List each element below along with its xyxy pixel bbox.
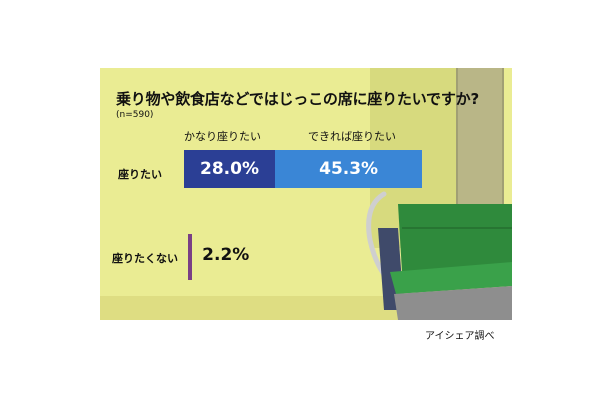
bar-want-if-possible [275,150,423,188]
value-label-do-not-want: 2.2% [202,245,250,265]
seat-base-shape [394,286,512,320]
chart-title: 乗り物や飲食店などではじっこの席に座りたいですか? [116,90,479,108]
source-note: アイシェア調べ [425,331,495,342]
legend-series-2: できれば座りたい [308,130,396,143]
cushion-shape [390,262,512,294]
row-label-not-want: 座りたくない [112,252,178,265]
value-label-strongly-want: 28.0% [200,159,259,179]
sample-size: (n=590) [116,110,154,120]
legend-series-1: かなり座りたい [184,130,261,143]
seat-illustration [366,191,512,320]
row-label-want: 座りたい [118,168,162,181]
backrest-shape [398,204,512,272]
bar-strongly-want [184,150,275,188]
chart-panel: 乗り物や飲食店などではじっこの席に座りたいですか? (n=590) かなり座りた… [100,68,512,320]
bar-do-not-want [188,234,193,280]
background-pillar [456,68,504,208]
value-label-want-if-possible: 45.3% [319,159,379,179]
